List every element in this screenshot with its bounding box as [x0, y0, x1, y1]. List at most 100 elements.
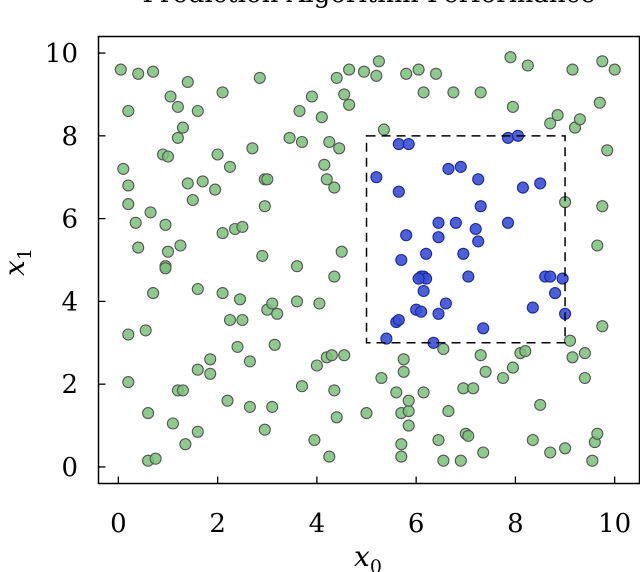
- data-point: [191, 363, 204, 376]
- data-point: [233, 293, 247, 306]
- data-point: [216, 287, 229, 300]
- x-tick-label: 6: [408, 509, 425, 539]
- data-point: [417, 284, 430, 298]
- data-point: [395, 253, 408, 267]
- data-point: [211, 148, 224, 161]
- data-point: [412, 272, 425, 285]
- data-point: [432, 433, 445, 447]
- data-point: [114, 63, 127, 76]
- data-point: [122, 198, 135, 211]
- data-point: [243, 355, 256, 368]
- x-tick-label: 10: [598, 509, 631, 539]
- data-point: [258, 423, 271, 436]
- data-point: [236, 313, 249, 327]
- data-point: [295, 135, 309, 149]
- data-point: [417, 386, 430, 399]
- y-axis-label-base: x: [0, 260, 31, 276]
- data-point: [457, 382, 470, 395]
- data-point: [596, 55, 609, 68]
- data-point: [477, 446, 490, 459]
- data-point: [474, 200, 487, 213]
- data-point: [328, 384, 341, 397]
- data-point: [323, 135, 336, 149]
- data-point: [191, 104, 204, 118]
- data-point: [506, 361, 519, 374]
- data-point: [335, 245, 348, 258]
- data-point: [566, 63, 579, 76]
- data-point: [474, 86, 487, 99]
- data-point: [191, 425, 204, 438]
- data-point: [236, 220, 249, 233]
- data-point: [544, 446, 557, 459]
- data-point: [559, 442, 572, 455]
- data-point: [290, 295, 304, 308]
- x-tick-label: 8: [507, 509, 524, 539]
- data-point: [449, 216, 462, 229]
- data-point: [132, 67, 145, 80]
- data-point: [397, 353, 410, 366]
- data-point: [477, 322, 490, 335]
- data-point: [506, 100, 519, 113]
- data-point: [318, 158, 331, 171]
- data-point: [556, 272, 569, 285]
- data-point: [174, 239, 187, 252]
- data-point: [392, 185, 405, 198]
- data-point: [472, 173, 485, 186]
- data-point: [501, 131, 515, 144]
- data-point: [457, 247, 470, 260]
- data-point: [161, 150, 175, 163]
- data-point: [144, 206, 157, 219]
- data-point: [412, 63, 425, 76]
- data-point: [328, 181, 341, 194]
- data-point: [132, 241, 145, 254]
- data-point: [534, 177, 547, 190]
- data-point: [159, 218, 172, 231]
- data-point: [216, 227, 229, 240]
- y-tick-label: 0: [61, 453, 78, 483]
- data-point: [293, 104, 306, 118]
- data-point: [526, 301, 539, 314]
- data-point: [432, 231, 445, 244]
- data-point: [315, 111, 328, 124]
- data-point: [400, 67, 413, 80]
- data-point: [343, 98, 356, 111]
- data-point: [397, 365, 410, 378]
- x-tick-label: 2: [209, 509, 226, 539]
- data-point: [221, 394, 234, 407]
- data-point: [204, 367, 217, 380]
- data-point: [139, 324, 152, 337]
- data-point: [171, 131, 184, 144]
- data-point: [586, 454, 599, 467]
- data-point: [608, 63, 621, 76]
- data-point: [360, 407, 373, 420]
- data-point: [268, 338, 281, 351]
- chart-title: Prediction Algorithm Performance: [142, 0, 595, 9]
- data-point: [330, 71, 343, 84]
- data-point: [271, 307, 284, 320]
- data-point: [420, 247, 433, 260]
- data-point: [308, 433, 321, 447]
- data-point: [402, 394, 415, 407]
- y-tick-label: 4: [61, 287, 78, 317]
- y-tick-label: 10: [45, 39, 78, 69]
- data-point: [467, 382, 480, 395]
- data-point: [370, 69, 383, 82]
- data-point: [204, 353, 217, 366]
- data-point: [417, 86, 430, 99]
- data-point: [395, 438, 408, 451]
- data-point: [122, 376, 135, 389]
- data-point: [295, 380, 309, 393]
- y-tick-label: 2: [61, 370, 78, 400]
- data-point: [181, 75, 194, 89]
- data-point: [447, 86, 460, 99]
- data-point: [462, 270, 475, 283]
- data-point: [551, 109, 564, 122]
- data-point: [176, 121, 189, 134]
- data-point: [578, 371, 591, 385]
- data-point: [147, 287, 160, 300]
- data-point: [266, 400, 279, 413]
- data-point: [330, 411, 343, 424]
- data-point: [439, 297, 452, 310]
- data-point: [338, 88, 351, 101]
